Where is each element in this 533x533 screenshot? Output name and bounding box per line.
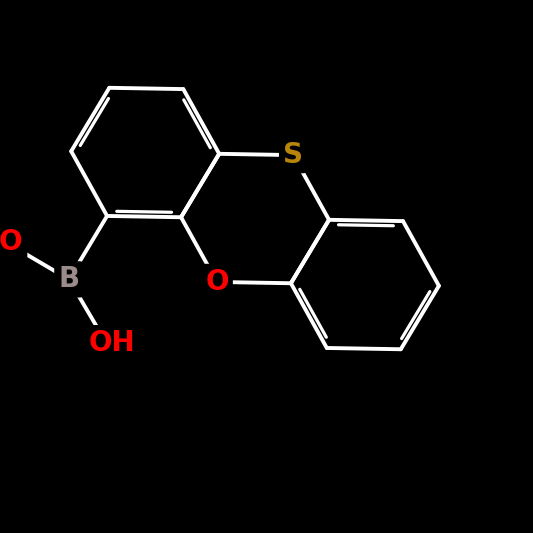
Text: OH: OH <box>88 329 135 357</box>
Text: HO: HO <box>0 228 23 256</box>
Text: B: B <box>59 265 79 293</box>
Text: S: S <box>283 141 303 169</box>
Text: O: O <box>205 268 229 296</box>
